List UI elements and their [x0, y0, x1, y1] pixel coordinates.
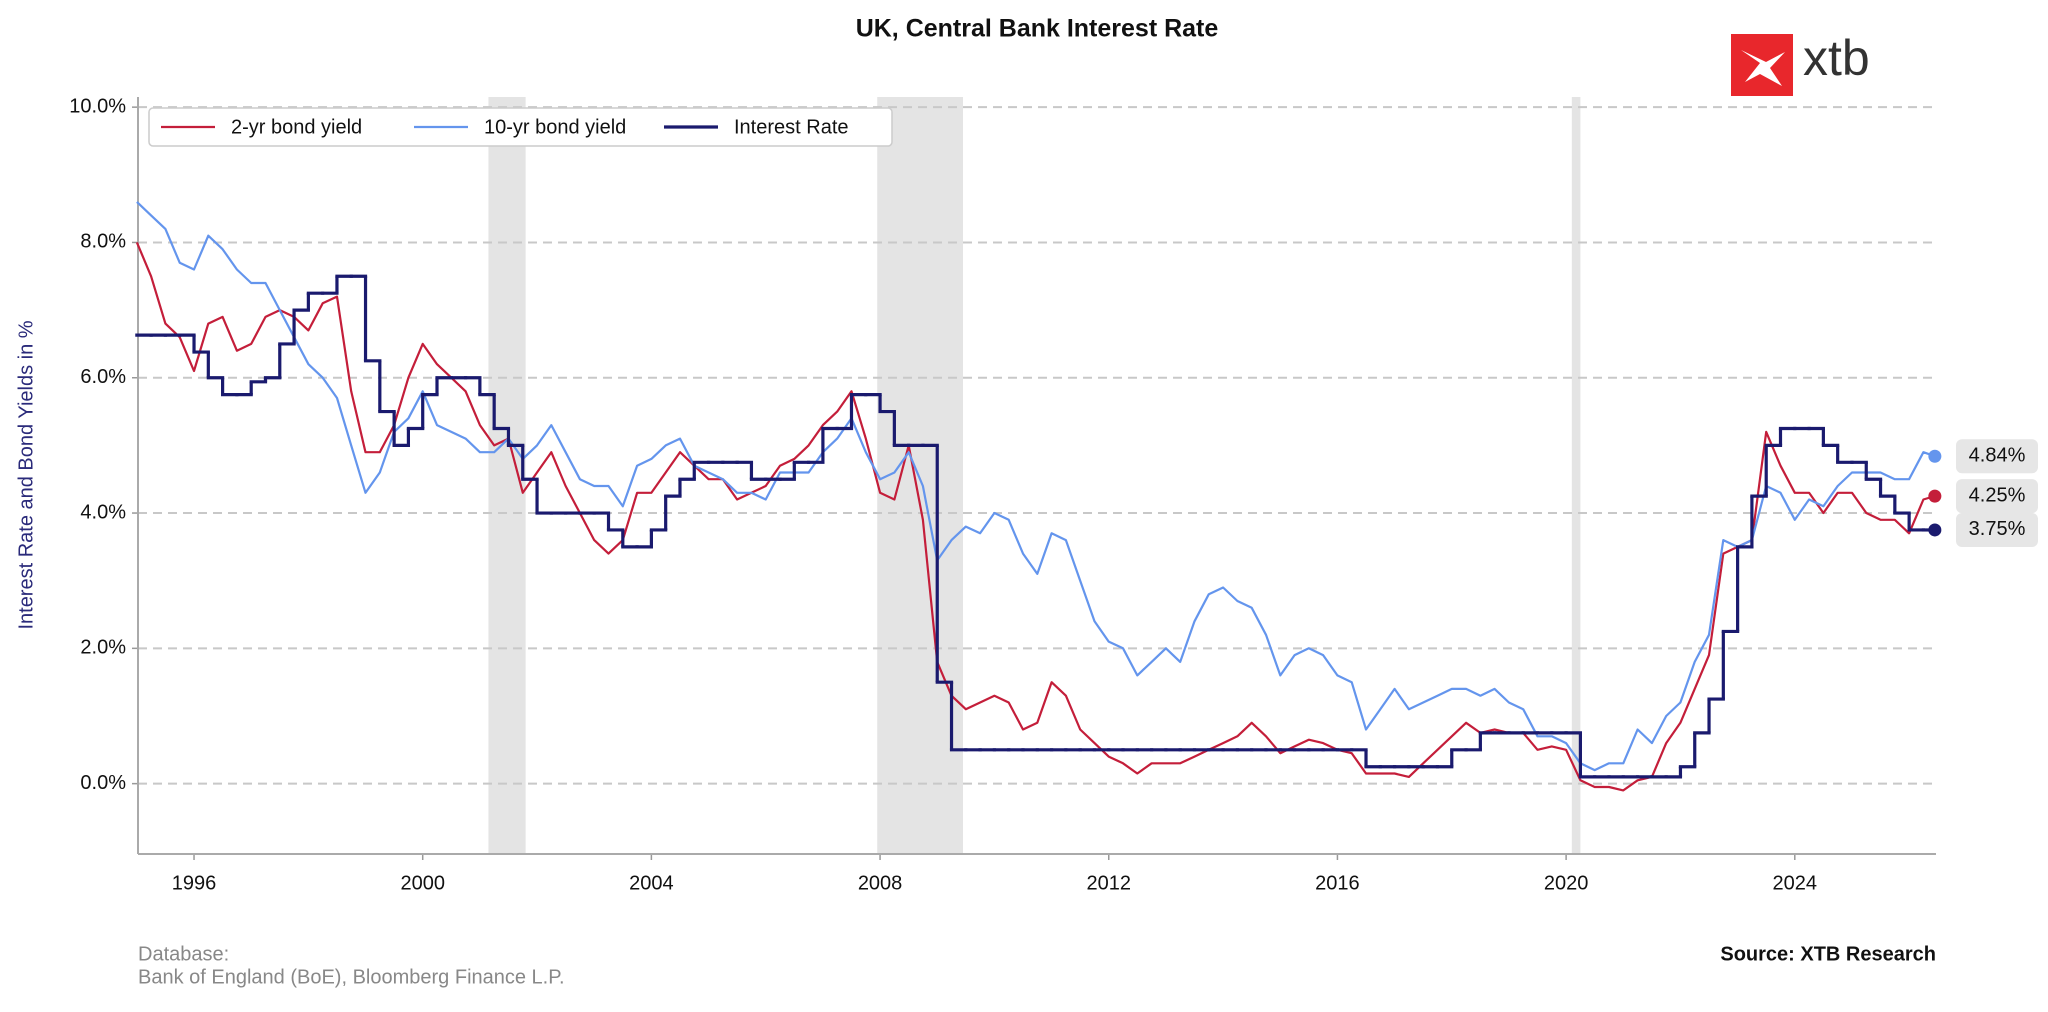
chart-title: UK, Central Bank Interest Rate: [856, 15, 1219, 43]
end-label: 4.25%: [1969, 484, 2026, 506]
end-dot: [1928, 523, 1942, 537]
source: Source: XTB Research: [1720, 943, 1936, 965]
yield-line: [135, 241, 1936, 792]
y-tick-label: 6.0%: [80, 366, 126, 388]
y-tick-label: 0.0%: [80, 772, 126, 794]
end-label-box: [1956, 512, 2038, 547]
x-tick-label: 2020: [1544, 872, 1589, 894]
logo-text: xtb: [1803, 30, 1870, 86]
logo-icon: [1741, 50, 1785, 86]
end-dot: [1928, 489, 1942, 503]
x-tick-label: 2008: [858, 872, 903, 894]
source-note: Bank of England (BoE), Bloomberg Finance…: [138, 966, 565, 988]
x-tick-label: 2004: [629, 872, 674, 894]
x-tick-label: 2000: [400, 872, 445, 894]
end-label-box: [1956, 439, 2038, 474]
x-tick-label: 2016: [1315, 872, 1360, 894]
y-tick-label: 4.0%: [80, 501, 126, 523]
x-tick-label: 2024: [1773, 872, 1818, 894]
y-tick-label: 8.0%: [80, 231, 126, 253]
end-label: 3.75%: [1969, 518, 2026, 540]
legend-box: [148, 107, 893, 147]
legend-label: Interest Rate: [734, 116, 849, 138]
y-axis-label: Interest Rate and Bond Yields in %: [15, 320, 37, 629]
end-label-box: [1956, 479, 2038, 514]
x-tick-label: 2012: [1086, 872, 1131, 894]
yield-line: [136, 201, 1936, 772]
y-tick-label: 2.0%: [80, 637, 126, 659]
legend-label: 10-yr bond yield: [484, 116, 626, 138]
shaded-span: [1571, 97, 1581, 854]
source-note: Database:: [138, 943, 229, 965]
y-tick-label: 10.0%: [69, 95, 126, 117]
shaded-span: [877, 97, 963, 854]
end-label: 4.84%: [1969, 445, 2026, 467]
legend-label: 2-yr bond yield: [231, 116, 362, 138]
x-tick-label: 1996: [172, 872, 217, 894]
end-dot: [1928, 449, 1942, 463]
shaded-span: [488, 97, 526, 854]
